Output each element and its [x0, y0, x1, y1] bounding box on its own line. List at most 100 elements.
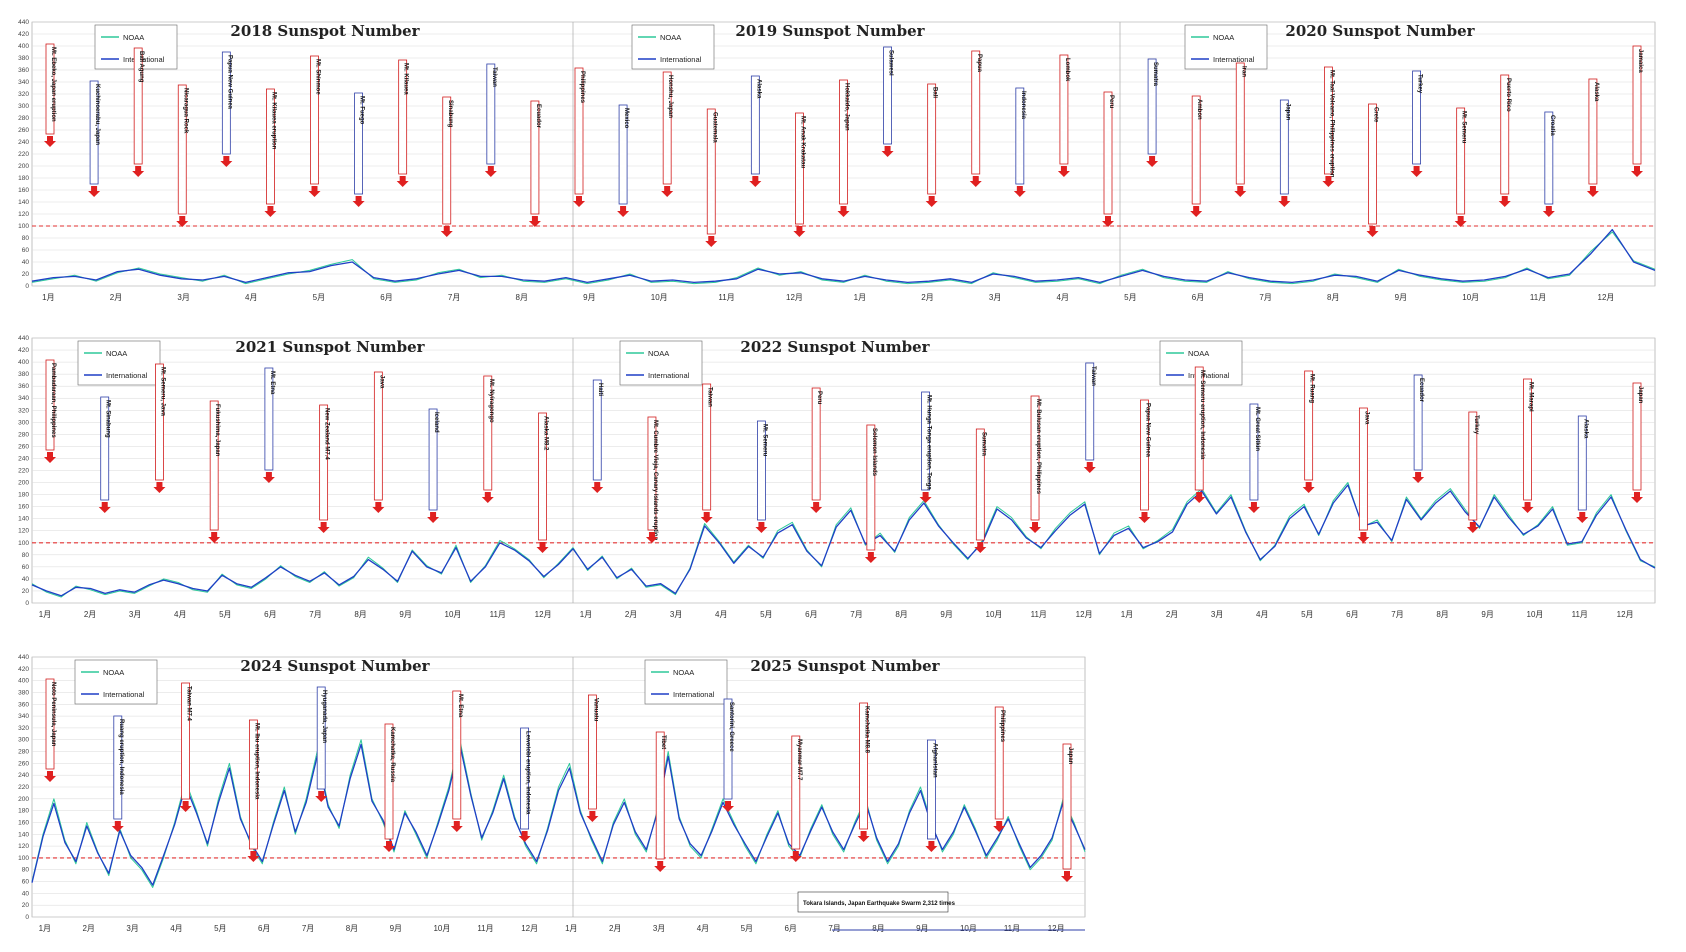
month-label: 10月	[651, 293, 668, 302]
month-label: 7月	[828, 924, 840, 933]
event-label-box	[384, 723, 394, 840]
event-arrow	[1631, 166, 1643, 177]
month-label: 4月	[697, 924, 709, 933]
legend-box	[1184, 24, 1268, 70]
month-label: 7月	[1391, 610, 1403, 619]
annotation-callout: Tokara Islands, Japan Earthquake Swarm 2…	[797, 891, 1085, 931]
event-label: Java	[1363, 411, 1369, 425]
event-marker: Mt. Marapi	[1521, 378, 1534, 513]
event-marker: Vanuatu	[586, 694, 599, 822]
event-label-box	[1413, 374, 1423, 471]
event-marker: Peru	[810, 387, 823, 513]
event-arrow	[1234, 186, 1247, 197]
chart-panel-1: 0 20 40 60 80 100 120 140 160 180 200 220 240 260 280 3…	[18, 19, 1656, 302]
event-label: Mt. Etna	[457, 694, 463, 718]
event-marker: Sumatra	[974, 428, 987, 553]
event-marker: Haiti	[591, 379, 604, 493]
event-marker: Santorini, Greece	[722, 698, 734, 812]
event-arrow	[528, 216, 541, 227]
event-marker: Mt. Nyiragongo	[481, 375, 494, 503]
month-label: 9月	[390, 924, 402, 933]
event-label-box	[1456, 107, 1466, 215]
event-arrow	[396, 176, 409, 187]
month-label: 3月	[1211, 610, 1223, 619]
event-arrow	[132, 166, 145, 177]
event-arrow	[1138, 512, 1151, 523]
y-tick-label: 20	[22, 588, 30, 595]
event-label-box	[1030, 395, 1040, 521]
legend-label: International	[1213, 55, 1255, 64]
y-tick-label: 380	[18, 689, 29, 696]
event-label-box	[1324, 66, 1333, 175]
event-label: Mt. Kilauea eruption	[270, 92, 276, 150]
event-arrow	[1366, 226, 1379, 237]
y-tick-label: 240	[18, 772, 29, 779]
event-arrow	[1302, 482, 1315, 493]
event-arrow	[484, 166, 497, 177]
y-tick-label: 380	[18, 55, 29, 62]
event-label: Philippines	[999, 710, 1005, 743]
event-label-box	[486, 63, 496, 165]
event-label-box	[398, 59, 408, 175]
event-label-box	[975, 428, 985, 541]
y-tick-label: 20	[22, 271, 30, 278]
month-label: 5月	[760, 610, 772, 619]
event-label: Mt. Semeru	[761, 424, 767, 457]
event-marker: Afghanistan	[925, 739, 938, 852]
legend: NOAA International	[77, 340, 161, 386]
event-arrow	[1061, 871, 1073, 882]
y-tick-label: 220	[18, 468, 29, 475]
event-label-box	[994, 706, 1004, 820]
y-tick-label: 200	[18, 480, 29, 487]
event-arrow	[864, 552, 877, 563]
event-marker: Ruang eruption, Indonesia	[111, 715, 124, 832]
event-arrow	[573, 196, 585, 207]
month-label: 2月	[110, 293, 122, 302]
event-marker: Taiwan	[1083, 362, 1096, 473]
y-tick-label: 120	[18, 528, 29, 535]
legend-label: International	[648, 371, 690, 380]
month-label: 5月	[1301, 610, 1313, 619]
event-arrow	[247, 851, 260, 862]
y-tick-label: 100	[18, 540, 29, 547]
event-label: Taiwan	[707, 387, 713, 407]
event-label: Mt. Cumbre Vieja, Canary Islands eruptio…	[652, 420, 658, 541]
event-label-box	[1577, 415, 1587, 511]
y-tick-label: 20	[22, 902, 30, 909]
event-label-box	[1523, 378, 1532, 501]
y-tick-label: 300	[18, 737, 29, 744]
event-label: Alaska M8.2	[543, 416, 549, 451]
event-marker: Kuchinoerabu, Japan	[88, 80, 101, 197]
event-arrow	[352, 196, 365, 207]
legend-box	[74, 659, 158, 705]
event-label-box	[1588, 78, 1598, 185]
event-label-box	[1632, 382, 1642, 491]
event-label-box	[264, 367, 274, 471]
chart-title: 2019 Sunspot Number	[735, 22, 925, 40]
event-marker: Alaska M8.2	[536, 412, 549, 553]
month-label: 4月	[715, 610, 727, 619]
event-marker: Philippines	[573, 67, 585, 207]
month-label: 2月	[921, 293, 933, 302]
month-label: 4月	[170, 924, 182, 933]
month-label: 8月	[346, 924, 358, 933]
event-label: Croatia	[1549, 115, 1555, 136]
event-marker: Ecuador	[1412, 374, 1425, 483]
event-arrow	[88, 186, 101, 197]
event-label: Vanuatu	[592, 698, 598, 722]
y-tick-label: 360	[18, 383, 29, 390]
event-label-box	[221, 51, 231, 155]
event-label-box	[1500, 74, 1510, 195]
event-arrow	[153, 482, 166, 493]
y-tick-label: 200	[18, 796, 29, 803]
month-label: 5月	[313, 293, 325, 302]
event-arrow	[1247, 502, 1260, 513]
event-marker: Mt. Taal Volcano, Philippines eruption	[1322, 66, 1335, 187]
event-arrow	[264, 206, 277, 217]
event-arrow	[1586, 186, 1599, 197]
y-tick-label: 0	[25, 600, 29, 607]
event-label-box	[723, 698, 733, 800]
event-label-box	[647, 416, 657, 531]
event-label: Lewotobi eruption, Indonesia	[525, 731, 531, 815]
month-label: 8月	[1436, 610, 1448, 619]
